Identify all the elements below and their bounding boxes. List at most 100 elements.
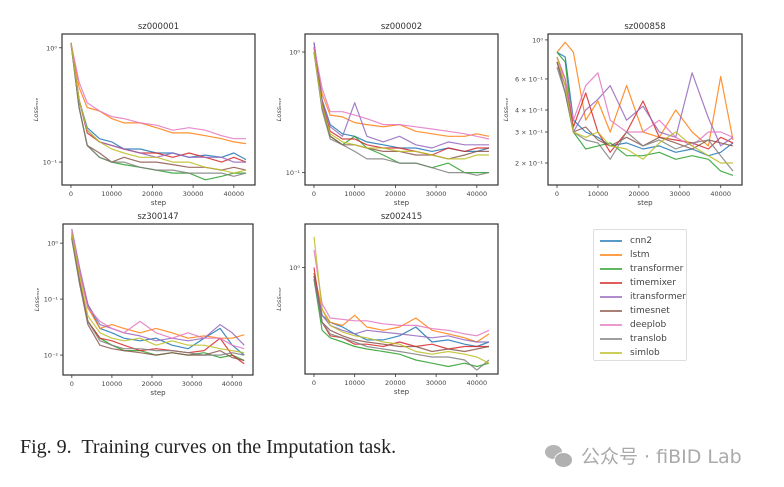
x-tick-label: 10000 <box>588 190 609 198</box>
subplot-sz300147: sz300147 0 10000 20000 30000 40000 step 10⁰ 10⁻¹… <box>33 212 254 397</box>
series-line-transformer <box>313 51 489 174</box>
series-line-itransformer <box>313 42 489 149</box>
axes-frame <box>61 33 256 186</box>
series-line-itransformer <box>313 275 489 343</box>
y-tick-label: 10⁰ <box>532 36 543 44</box>
legend-swatch <box>600 268 622 270</box>
series-line-simlob <box>313 51 489 160</box>
legend-item-transformer: transformer <box>600 262 686 276</box>
series-line-simlob <box>70 42 247 174</box>
x-axis-label: step <box>394 388 410 396</box>
legend-swatch <box>600 310 622 312</box>
x-tick-label: 20000 <box>385 190 406 198</box>
x-tick-label: 40000 <box>222 380 243 388</box>
series-line-timesnet <box>71 238 245 362</box>
x-tick-label: 30000 <box>426 190 447 198</box>
subplot-title: sz000002 <box>381 22 422 32</box>
series-line-timesnet <box>313 275 490 353</box>
y-axis-label: Lossₘₛₑ <box>275 287 283 311</box>
series-line-timemixer <box>313 267 489 350</box>
x-tick-label: 40000 <box>710 190 731 198</box>
figure-caption: Fig. 9. Training curves on the Imputatio… <box>20 436 397 458</box>
x-tick-label: 40000 <box>223 190 244 198</box>
legend-label: simlob <box>630 348 660 358</box>
x-tick-label: 30000 <box>426 379 447 387</box>
series-line-deeplob <box>71 230 245 350</box>
wechat-icon <box>545 444 573 468</box>
x-tick-label: 10000 <box>101 190 122 198</box>
series-line-transformer <box>313 279 490 368</box>
x-tick-label: 30000 <box>183 190 204 198</box>
y-tick-label: 2 × 10⁻¹ <box>515 159 543 167</box>
series-line-deeplob <box>313 249 490 337</box>
legend-swatch <box>600 282 622 284</box>
series-line-timemixer <box>313 46 489 156</box>
legend-label: timesnet <box>630 306 670 316</box>
series-line-lstm <box>313 272 490 343</box>
legend-swatch <box>600 240 622 242</box>
series-line-timesnet <box>556 61 734 150</box>
series-line-deeplob <box>313 46 490 140</box>
series-line-lstm <box>70 42 247 145</box>
y-tick-label: 10⁰ <box>289 49 300 57</box>
legend-item-timemixer: timemixer <box>600 276 686 290</box>
x-tick-label: 0 <box>69 190 73 198</box>
x-tick-label: 30000 <box>669 190 690 198</box>
x-tick-label: 10000 <box>344 379 365 387</box>
series-line-deeplob <box>556 56 734 147</box>
y-tick-label: 10⁻¹ <box>43 159 58 167</box>
series-line-deeplob <box>70 42 246 140</box>
x-tick-label: 0 <box>312 190 316 198</box>
y-tick-label: 10⁻¹ <box>286 169 301 177</box>
legend-item-cnn2: cnn2 <box>600 234 686 248</box>
x-tick-label: 20000 <box>142 190 163 198</box>
x-axis-label: step <box>394 199 410 207</box>
series-line-transformer <box>70 42 246 181</box>
legend-swatch <box>600 254 622 256</box>
series-line-translob <box>313 51 490 176</box>
x-tick-label: 40000 <box>466 379 487 387</box>
series-line-lstm <box>556 41 734 147</box>
legend-label: timemixer <box>630 278 676 288</box>
legend-swatch <box>600 352 622 354</box>
series-line-simlob <box>313 236 490 364</box>
x-tick-label: 40000 <box>466 190 487 198</box>
series-line-translob <box>71 238 245 356</box>
x-tick-label: 10000 <box>344 190 365 198</box>
x-axis-label: step <box>151 199 167 207</box>
y-tick-label: 10⁻² <box>44 352 59 360</box>
legend-label: cnn2 <box>630 236 653 246</box>
subplot-sz000002: sz000002 0 10000 20000 30000 40000 step 10⁰ 10⁻¹… <box>275 22 499 207</box>
x-axis-label: step <box>637 199 653 207</box>
subplot-sz002415: sz002415 0 10000 20000 30000 40000 step 10⁰ Loss… <box>275 212 499 396</box>
series-line-translob <box>313 278 490 371</box>
y-axis-label: Lossₘₛₑ <box>33 287 41 311</box>
x-tick-label: 20000 <box>385 379 406 387</box>
series-line-lstm <box>313 46 490 137</box>
watermark-text: 公众号 · fiBID Lab <box>581 446 742 468</box>
y-axis-label: Lossₘₛₑ <box>32 97 40 121</box>
series-line-itransformer <box>71 228 245 346</box>
subplot-title: sz300147 <box>137 212 178 222</box>
series-line-timemixer <box>70 42 247 163</box>
subplot-title: sz000858 <box>624 22 665 32</box>
series-line-timemixer <box>556 56 734 153</box>
series-line-simlob <box>556 56 733 164</box>
legend-item-timesnet: timesnet <box>600 304 686 318</box>
x-tick-label: 20000 <box>142 380 163 388</box>
series-line-timesnet <box>70 42 247 171</box>
x-tick-label: 0 <box>312 379 316 387</box>
subplot-sz000001: sz000001 0 10000 20000 30000 40000 step 10⁰ 10⁻¹… <box>32 22 256 207</box>
y-tick-label: 10⁰ <box>46 44 57 52</box>
legend-swatch <box>600 296 622 298</box>
subplot-title: sz002415 <box>381 212 422 222</box>
legend-item-itransformer: itransformer <box>600 290 686 304</box>
legend-swatch <box>600 338 622 340</box>
legend-label: translob <box>630 334 667 344</box>
x-tick-label: 30000 <box>182 380 203 388</box>
y-tick-label: 3 × 10⁻¹ <box>515 128 543 136</box>
subplot-sz000858: sz000858 0 10000 20000 30000 40000 step 10⁰ 6 × … <box>502 22 743 207</box>
legend-item-translob: translob <box>600 332 686 346</box>
series-line-cnn2 <box>70 42 247 161</box>
